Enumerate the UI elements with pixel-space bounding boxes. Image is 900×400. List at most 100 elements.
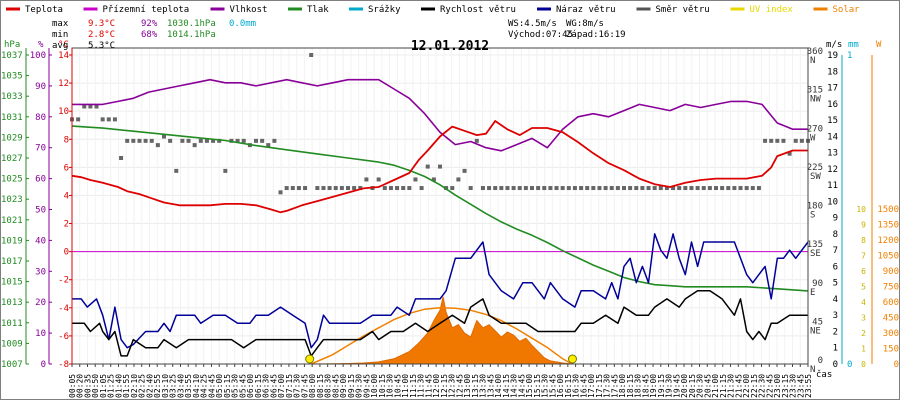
ms-axis-unit: m/s [826,40,842,50]
hpa-tick-label: 1031 [1,113,23,123]
wind-direction-dot [272,138,277,143]
wind-direction-dot [450,186,455,191]
stat-avg-label: avg [52,41,68,51]
direction-tick-degrees: 225 [807,163,823,173]
wind-direction-dot [315,186,320,191]
wind-direction-dot [695,186,700,191]
x-tick-label: 05:15 [223,374,232,398]
wind-direction-dot [119,156,124,160]
ms-tick-label: 2 [833,327,838,337]
x-tick-label: 11:00 [401,374,410,398]
w-tick-label: 150 [883,345,899,355]
direction-tick-cardinal: E [810,288,815,298]
wind-direction-dot [622,186,626,191]
x-tick-label: 13:45 [486,374,495,398]
wind-direction-dot [671,186,676,191]
mm-tick-label: 0 [847,360,852,370]
wind-direction-dot [689,186,694,191]
x-tick-label: 03:40 [176,374,185,398]
x-tick-label: 23:30 [789,374,798,398]
x-tick-label: 13:30 [479,374,488,398]
x-tick-label: 17:30 [603,374,612,398]
degc-tick-label: 10 [58,107,69,117]
stat-max-hum: 92% [141,19,158,29]
pct-tick-label: 0 [41,360,46,370]
direction-tick-degrees: 315 [807,86,823,96]
w-tick-label: 1200 [877,236,899,246]
x-tick-label: 00:20 [76,374,85,398]
legend-label: Směr větru [656,5,710,15]
x-tick-label: 18:30 [634,374,643,398]
wind-direction-dot [677,186,682,191]
direction-tick-cardinal: W [810,133,816,143]
uv-tick-label: 7 [861,252,866,261]
wind-direction-dot [88,104,93,109]
wind-direction-dot [560,186,565,191]
wind-direction-dot [143,138,148,143]
x-tick-label: 16:45 [579,374,588,398]
x-tick-label: 06:15 [254,374,263,398]
x-tick-label: 08:45 [331,374,340,398]
wind-direction-dot [738,186,743,191]
direction-tick-cardinal: N [810,56,815,66]
x-tick-label: 18:15 [626,374,635,398]
hpa-tick-label: 1033 [1,92,23,102]
wind-direction-dot [174,168,179,173]
x-tick-label: 07:30 [293,374,302,398]
degc-tick-label: -8 [58,360,69,370]
x-tick-label: 01:55 [122,374,131,398]
x-axis-label: čas [816,369,832,380]
ms-tick-label: 13 [827,149,838,159]
x-tick-label: 11:15 [409,374,418,398]
wind-direction-dot [505,186,510,191]
wind-direction-dot [284,186,289,191]
x-tick-label: 09:15 [347,374,356,398]
x-tick-label: 07:00 [277,374,286,398]
wind-direction-dot [787,151,792,156]
wind-direction-dot [775,138,780,143]
x-tick-label: 01:05 [99,374,108,398]
ms-tick-label: 9 [833,214,838,224]
wind-direction-dot [566,186,571,191]
x-tick-label: 21:45 [734,374,743,398]
x-tick-label: 17:00 [587,374,596,398]
stat-avg-temp: 5.3°C [88,41,115,51]
wind-direction-dot [382,186,387,191]
wind-direction-dot [781,138,786,143]
x-tick-label: 16:30 [572,374,581,398]
x-tick-label: 12:45 [455,374,464,398]
w-tick-label: 0 [894,360,899,370]
hpa-tick-label: 1027 [1,154,23,164]
direction-tick-cardinal: SE [810,249,821,259]
wind-direction-dot [548,186,553,191]
wind-direction-dot [137,138,142,143]
hpa-tick-label: 1019 [1,236,23,246]
x-tick-label: 10:45 [393,374,402,398]
info-wg: WG:8m/s [566,19,604,29]
wind-direction-dot [278,190,283,195]
uv-tick-label: 1 [861,345,866,354]
wind-direction-dot [364,177,369,182]
wind-direction-dot [634,186,639,191]
hpa-tick-label: 1011 [1,319,23,329]
ms-tick-label: 17 [827,84,838,94]
w-tick-label: 450 [883,314,899,324]
x-tick-label: 06:00 [246,374,255,398]
wind-direction-dot [413,177,418,182]
wind-direction-dot [149,138,154,143]
pressure-line [71,125,809,292]
wind-direction-dot [756,186,761,191]
x-tick-label: 20:45 [703,374,712,398]
uv-tick-label: 0 [861,360,866,369]
x-tick-label: 19:00 [649,374,658,398]
hpa-tick-label: 1009 [1,339,23,349]
x-tick-label: 15:15 [533,374,542,398]
degc-tick-label: 14 [58,51,69,61]
uv-tick-label: 10 [856,205,866,214]
x-tick-label: 19:30 [665,374,674,398]
wind-direction-dot [112,117,117,122]
pct-tick-label: 60 [35,175,46,185]
wind-direction-dot [499,186,504,191]
wind-direction-dot [100,117,105,122]
wind-direction-dot [591,186,596,191]
